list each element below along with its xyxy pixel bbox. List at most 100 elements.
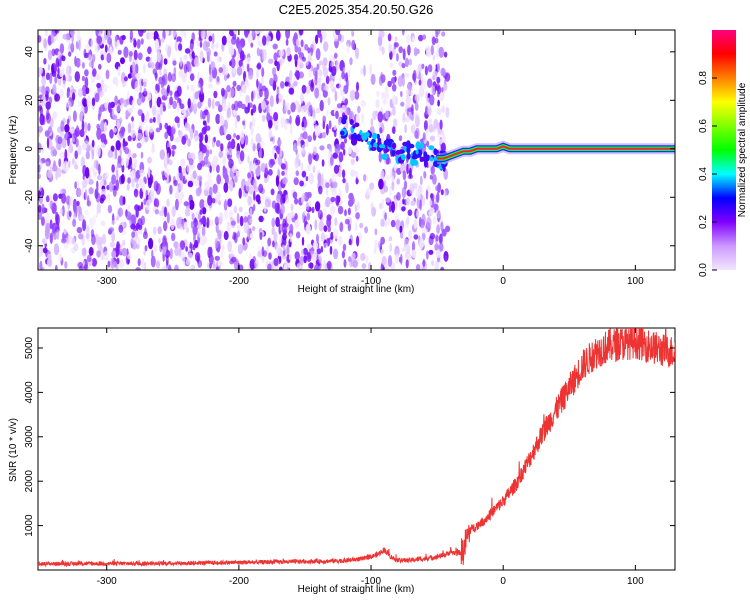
noise-cell bbox=[319, 99, 324, 112]
noise-cell bbox=[59, 88, 64, 99]
noise-cell bbox=[374, 110, 379, 117]
noise-cell bbox=[429, 232, 436, 240]
noise-cell bbox=[361, 263, 367, 269]
noise-cell bbox=[176, 184, 179, 197]
noise-cell bbox=[289, 254, 292, 261]
noise-cell bbox=[331, 172, 337, 183]
noise-cell bbox=[159, 69, 162, 76]
noise-cell bbox=[378, 202, 383, 210]
noise-cell bbox=[214, 237, 219, 249]
noise-cell bbox=[422, 258, 426, 268]
noise-cell bbox=[188, 158, 194, 166]
noise-cell bbox=[131, 177, 135, 188]
noise-cell bbox=[269, 77, 274, 87]
noise-cell bbox=[197, 82, 201, 89]
noise-cell bbox=[135, 170, 141, 179]
noise-cell bbox=[142, 231, 148, 240]
noise-cell bbox=[266, 103, 269, 115]
noise-cell bbox=[68, 51, 72, 57]
noise-cell bbox=[419, 199, 422, 211]
noise-cell bbox=[443, 51, 448, 58]
noise-cell bbox=[391, 181, 395, 191]
noise-cell bbox=[276, 93, 279, 105]
noise-cell bbox=[316, 63, 320, 71]
noise-cell bbox=[63, 160, 69, 173]
noise-cell bbox=[349, 57, 353, 66]
noise-cell bbox=[436, 108, 442, 115]
noise-cell bbox=[127, 253, 132, 260]
noise-cell bbox=[107, 149, 114, 158]
noise-cell bbox=[389, 50, 393, 60]
noise-cell bbox=[150, 255, 156, 268]
noise-cell bbox=[103, 30, 110, 40]
noise-cell bbox=[335, 110, 339, 120]
noise-cell bbox=[347, 223, 351, 232]
spectrogram-noise bbox=[38, 30, 451, 270]
noise-cell bbox=[360, 253, 366, 261]
noise-cell bbox=[77, 187, 82, 198]
noise-cell bbox=[224, 198, 228, 210]
noise-cell bbox=[338, 235, 343, 246]
noise-cell bbox=[348, 146, 352, 155]
noise-cell bbox=[148, 32, 154, 39]
noise-cell bbox=[315, 107, 321, 114]
y-tick-label: 1000 bbox=[24, 514, 35, 537]
noise-cell bbox=[258, 215, 264, 223]
noise-cell bbox=[317, 209, 323, 220]
noise-cell bbox=[353, 145, 360, 155]
noise-cell bbox=[245, 76, 248, 83]
noise-cell bbox=[38, 131, 41, 138]
spectrogram-y-axis: -40 -20 0 20 40 bbox=[24, 46, 675, 253]
noise-cell bbox=[252, 256, 256, 263]
noise-cell bbox=[433, 118, 439, 130]
noise-cell bbox=[267, 237, 272, 247]
noise-cell bbox=[326, 260, 332, 270]
noise-cell bbox=[151, 249, 154, 258]
noise-cell bbox=[273, 258, 279, 267]
noise-cell bbox=[432, 174, 437, 185]
noise-cell bbox=[127, 135, 132, 142]
noise-cell bbox=[444, 255, 448, 263]
noise-cell bbox=[171, 232, 176, 242]
noise-cell bbox=[131, 240, 137, 250]
noise-cell bbox=[337, 33, 342, 42]
noise-cell bbox=[68, 210, 72, 217]
noise-cell bbox=[45, 30, 48, 37]
noise-cell bbox=[435, 194, 439, 203]
noise-cell bbox=[127, 122, 132, 134]
noise-cell bbox=[430, 45, 434, 56]
noise-cell bbox=[95, 211, 99, 219]
noise-cell bbox=[206, 217, 210, 229]
noise-cell bbox=[121, 163, 125, 173]
noise-cell bbox=[38, 173, 41, 180]
noise-cell bbox=[206, 47, 212, 57]
noise-cell bbox=[356, 235, 360, 247]
noise-cell bbox=[72, 201, 77, 213]
noise-cell bbox=[79, 129, 85, 138]
noise-cell bbox=[337, 205, 344, 215]
noise-cell bbox=[45, 161, 50, 167]
noise-cell bbox=[405, 259, 409, 269]
noise-cell bbox=[315, 34, 319, 44]
noise-cell bbox=[244, 242, 248, 250]
noise-cell bbox=[441, 31, 446, 37]
noise-cell bbox=[384, 110, 389, 120]
noise-cell bbox=[38, 247, 43, 259]
noise-cell bbox=[289, 69, 293, 81]
noise-cell bbox=[409, 183, 415, 195]
noise-cell bbox=[360, 100, 366, 107]
noise-cell bbox=[69, 196, 74, 207]
noise-cell bbox=[444, 190, 447, 197]
noise-cell bbox=[365, 255, 369, 264]
noise-cell bbox=[147, 156, 152, 164]
noise-cell bbox=[274, 125, 279, 131]
noise-cell bbox=[332, 181, 338, 189]
noise-cell bbox=[214, 216, 220, 226]
noise-cell bbox=[134, 80, 139, 93]
noise-cell bbox=[293, 81, 298, 87]
noise-cell bbox=[231, 36, 237, 45]
noise-cell bbox=[141, 180, 146, 193]
noise-cell bbox=[329, 245, 333, 255]
noise-cell bbox=[309, 262, 314, 270]
